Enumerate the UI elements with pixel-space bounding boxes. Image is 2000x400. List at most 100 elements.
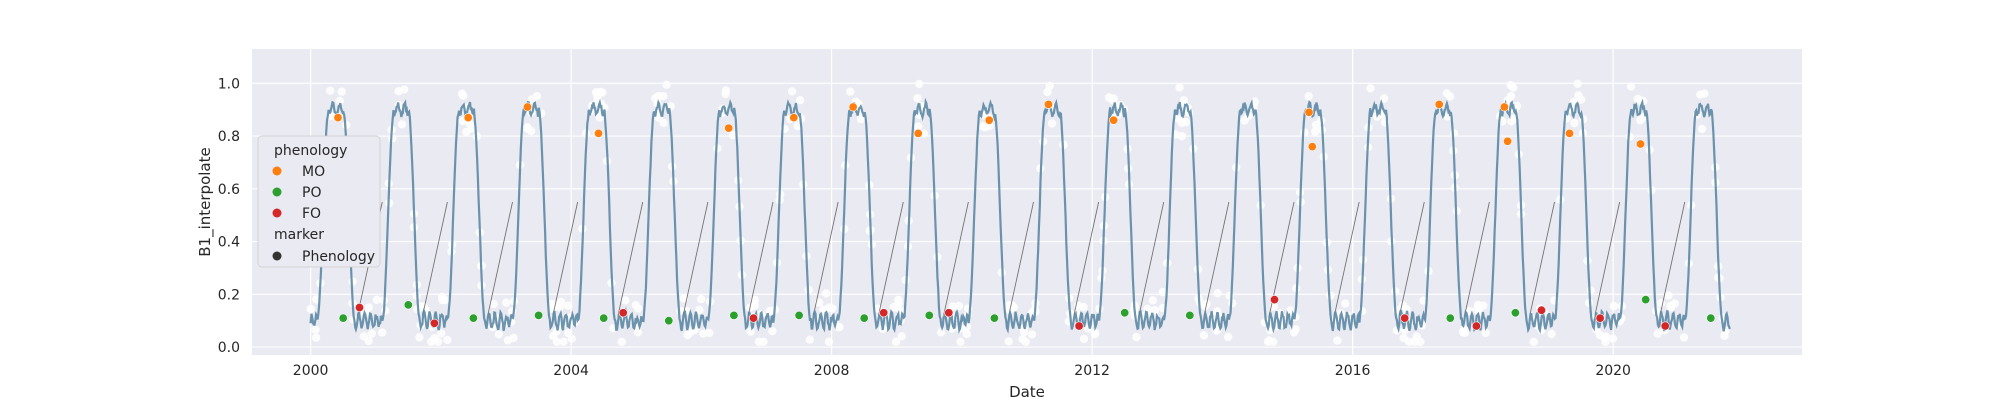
- connector-line: [1399, 201, 1425, 316]
- observation-point: [824, 337, 834, 346]
- observation-point: [662, 80, 671, 90]
- observation-point: [1679, 333, 1689, 342]
- observation-point: [1264, 336, 1274, 345]
- observation-point: [796, 96, 805, 105]
- x-tick-label: 2012: [1074, 363, 1110, 379]
- phenology-marker-fo: [1270, 295, 1280, 305]
- observation-point: [1653, 329, 1662, 338]
- observation-point: [633, 304, 643, 313]
- phenology-marker-po: [338, 313, 348, 323]
- observation-point: [1460, 328, 1470, 337]
- observation-point: [956, 337, 965, 346]
- observation-point: [1473, 300, 1483, 310]
- observation-point: [721, 86, 731, 95]
- observation-point: [621, 296, 630, 305]
- observation-point: [1509, 83, 1518, 92]
- observation-point: [1213, 289, 1222, 298]
- observation-point: [306, 304, 315, 314]
- observation-point: [1570, 118, 1579, 128]
- observation-point: [427, 337, 436, 346]
- connector-line: [812, 201, 839, 316]
- observation-point: [364, 336, 373, 346]
- connector-line: [682, 201, 709, 316]
- observation-point: [1148, 296, 1158, 305]
- phenology-marker-po: [794, 310, 804, 320]
- observation-point: [787, 87, 797, 96]
- observation-point: [1158, 287, 1168, 297]
- phenology-marker-mo: [848, 102, 858, 112]
- connector-line: [878, 201, 904, 316]
- observation-point: [1666, 301, 1675, 311]
- observation-point: [311, 333, 321, 342]
- phenology-marker-po: [729, 310, 739, 320]
- observation-point: [913, 94, 922, 103]
- phenology-marker-fo: [1537, 305, 1547, 315]
- observation-point: [891, 337, 901, 346]
- connector-line: [1529, 201, 1555, 316]
- observation-point: [1300, 128, 1309, 137]
- observation-point: [1333, 336, 1342, 345]
- phenology-marker-mo: [1636, 139, 1646, 149]
- observation-point: [1291, 325, 1300, 334]
- observation-point: [1529, 337, 1538, 346]
- phenology-marker-po: [1120, 308, 1130, 318]
- phenology-marker-fo: [944, 308, 954, 318]
- x-tick-labels: 2000 2004 2008 2012 2016 2020: [293, 363, 1631, 379]
- plot-background: [252, 49, 1802, 355]
- observation-point: [1045, 81, 1054, 91]
- phenology-marker-po: [1641, 295, 1651, 305]
- observation-point: [563, 301, 573, 310]
- observation-point: [754, 337, 764, 346]
- observation-point: [1079, 302, 1088, 312]
- y-tick-label: 0.8: [218, 129, 240, 145]
- legend-title-phenology: phenology: [274, 143, 347, 159]
- observation-point: [1512, 101, 1522, 111]
- phenology-marker-po: [664, 316, 674, 326]
- observation-point: [846, 87, 855, 96]
- observation-point: [1656, 299, 1666, 308]
- legend-label-mo: MO: [302, 164, 325, 180]
- observation-point: [1199, 331, 1209, 340]
- observation-point: [1601, 332, 1611, 341]
- legend-label-fo: FO: [302, 206, 321, 222]
- phenology-marker-po: [1445, 313, 1455, 323]
- observation-point: [372, 295, 381, 304]
- observation-point: [457, 89, 467, 98]
- phenology-marker-mo: [1503, 136, 1513, 146]
- observation-point: [659, 92, 668, 101]
- connector-line: [1659, 201, 1686, 316]
- phenology-marker-mo: [593, 128, 603, 138]
- connector-line: [943, 201, 969, 316]
- phenology-marker-fo: [748, 313, 758, 323]
- observation-point: [1700, 89, 1709, 98]
- observation-point: [1341, 299, 1350, 308]
- observation-point: [1379, 94, 1389, 103]
- legend-marker-po: [272, 187, 282, 197]
- observation-point: [1697, 124, 1707, 134]
- phenology-marker-mo: [463, 113, 473, 123]
- observation-point: [746, 327, 755, 336]
- observation-point: [954, 301, 964, 311]
- observation-point: [1412, 332, 1421, 341]
- observation-point: [1573, 79, 1582, 89]
- observation-point: [397, 120, 407, 129]
- phenology-marker-po: [859, 313, 869, 323]
- phenology-marker-po: [924, 310, 934, 320]
- observation-point: [948, 302, 958, 311]
- observation-point: [433, 337, 443, 346]
- observation-point: [509, 333, 518, 343]
- legend-label-phenology: Phenology: [302, 249, 375, 265]
- observation-point: [1009, 303, 1018, 312]
- phenology-marker-mo: [1109, 115, 1119, 125]
- observation-point: [489, 299, 498, 309]
- y-tick-labels: 0.0 0.2 0.4 0.6 0.8 1.0: [218, 76, 240, 356]
- observation-point: [502, 298, 511, 307]
- phenology-marker-po: [1510, 308, 1520, 318]
- observation-point: [415, 333, 424, 342]
- observation-point: [1079, 334, 1089, 344]
- observation-point: [1608, 334, 1618, 343]
- observation-point: [311, 325, 320, 334]
- y-axis-label: B1_interpolate: [196, 147, 215, 256]
- legend-box: [257, 135, 381, 268]
- y-tick-label: 1.0: [218, 76, 240, 92]
